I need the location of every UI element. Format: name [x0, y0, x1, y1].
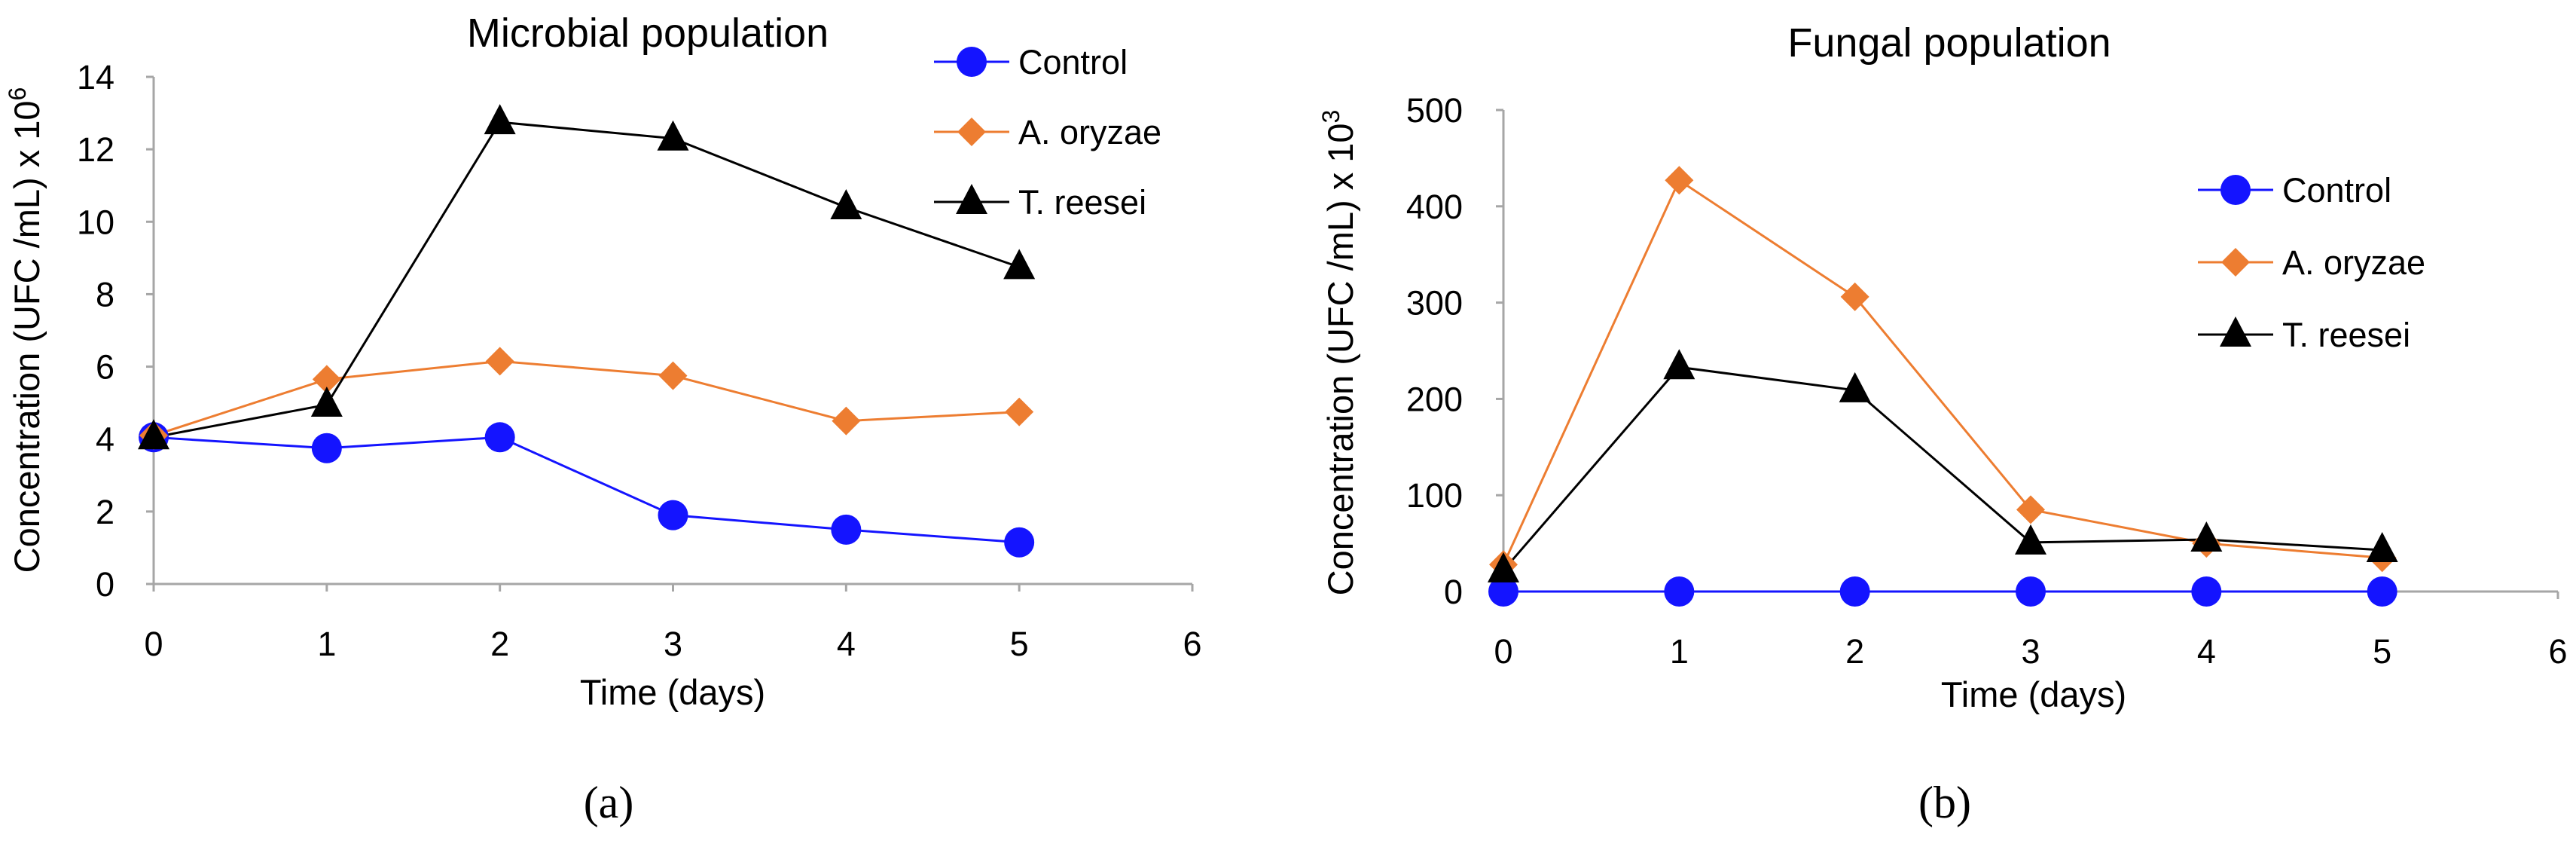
data-point-control: [484, 422, 515, 453]
legend-item-a-oryzae: A. oryzae: [934, 113, 1161, 151]
legend-label: Control: [1018, 43, 1128, 81]
panel-label-a: (a): [584, 778, 634, 827]
data-point-t-reesei: [830, 189, 862, 220]
legend-item-control: Control: [2198, 171, 2391, 209]
y-tick-label: 0: [1444, 573, 1463, 611]
chart-title: Fungal population: [1787, 20, 2111, 66]
y-axis-label: Concentration (UFC /mL) x 103: [1317, 110, 1360, 596]
data-point-a-oryzae: [2016, 495, 2045, 524]
y-tick-label: 10: [77, 203, 114, 241]
legend-item-a-oryzae: A. oryzae: [2198, 243, 2425, 282]
data-point-a-oryzae: [658, 361, 688, 390]
legend-item-t-reesei: T. reesei: [2198, 316, 2410, 354]
panel-label-b: (b): [1918, 778, 1971, 827]
data-point-control: [1664, 576, 1695, 607]
data-point-t-reesei: [2190, 521, 2223, 552]
data-point-a-oryzae: [1840, 282, 1869, 311]
legend-marker-a-oryzae: [2221, 248, 2250, 277]
legend-label: Control: [2282, 171, 2391, 209]
series-line-control: [153, 436, 1020, 544]
series-line-t-reesei: [153, 121, 1020, 439]
data-point-t-reesei: [1663, 349, 1695, 380]
data-point-t-reesei: [657, 120, 689, 151]
y-tick-label: 2: [96, 493, 114, 531]
data-point-t-reesei: [138, 419, 169, 450]
y-tick-label: 14: [77, 58, 114, 96]
data-point-control: [831, 514, 862, 545]
y-tick-label: 12: [77, 130, 114, 169]
data-point-a-oryzae: [1005, 397, 1034, 426]
data-point-t-reesei: [1839, 371, 1871, 402]
data-point-control: [658, 500, 688, 530]
data-point-control: [1839, 576, 1870, 607]
data-point-a-oryzae: [832, 406, 861, 436]
x-axis-label: Time (days): [580, 672, 765, 712]
data-point-control: [2191, 576, 2222, 607]
data-point-a-oryzae: [312, 365, 341, 394]
legend-item-control: Control: [934, 43, 1128, 81]
x-tick-label: 2: [490, 625, 509, 663]
x-tick-label: 2: [1845, 632, 1864, 671]
series-line-t-reesei: [1502, 365, 2382, 571]
x-tick-label: 0: [144, 625, 163, 663]
data-point-t-reesei: [1003, 249, 1036, 280]
y-tick-label: 400: [1406, 188, 1463, 226]
y-axis-label: Concentration (UFC /mL) x 106: [4, 87, 47, 573]
legend-marker-control: [2220, 175, 2251, 205]
data-point-t-reesei: [310, 387, 343, 417]
data-point-control: [1004, 527, 1035, 558]
data-point-t-reesei: [1488, 552, 1519, 582]
legend: Control A. oryzae T. reesei: [2198, 171, 2425, 354]
x-tick-label: 3: [2021, 632, 2040, 671]
x-tick-label: 1: [317, 625, 336, 663]
legend-marker-a-oryzae: [957, 118, 986, 146]
x-tick-label: 4: [2197, 632, 2216, 671]
legend-marker-t-reesei: [956, 184, 987, 214]
legend: Control A. oryzae T. reesei: [934, 43, 1161, 222]
legend-item-t-reesei: T. reesei: [934, 183, 1146, 222]
y-tick-label: 4: [96, 420, 114, 459]
data-point-t-reesei: [2015, 524, 2046, 555]
y-tick-label: 300: [1406, 284, 1463, 323]
chart-title: Microbial population: [467, 11, 829, 56]
legend-label: A. oryzae: [2282, 243, 2425, 282]
legend-marker-t-reesei: [2220, 316, 2251, 347]
data-point-control: [311, 433, 342, 463]
data-point-control: [2367, 576, 2397, 607]
y-tick-label: 8: [96, 275, 114, 313]
data-point-t-reesei: [484, 104, 516, 135]
x-axis-label: Time (days): [1941, 674, 2126, 714]
y-tick-label: 6: [96, 348, 114, 387]
x-tick-label: 5: [2373, 632, 2391, 671]
legend-marker-control: [957, 47, 987, 77]
data-point-a-oryzae: [1665, 166, 1694, 195]
x-tick-label: 1: [1670, 632, 1689, 671]
legend-label: T. reesei: [1018, 183, 1146, 222]
y-tick-label: 100: [1406, 476, 1463, 515]
data-point-control: [1488, 576, 1518, 607]
chart-fungal-population: 0 100 200 300 400 500 0 1 2 3 4 5 6 Fungal population…: [1317, 20, 2568, 714]
legend-label: A. oryzae: [1018, 113, 1161, 151]
x-tick-label: 0: [1494, 632, 1512, 671]
x-tick-label: 5: [1010, 625, 1029, 663]
y-tick-label: 500: [1406, 91, 1463, 130]
series-line-a-oryzae: [153, 359, 1020, 437]
data-point-a-oryzae: [485, 347, 514, 376]
data-point-t-reesei: [2366, 532, 2398, 563]
data-point-control: [2016, 576, 2046, 607]
y-tick-label: 200: [1406, 380, 1463, 418]
x-tick-label: 3: [664, 625, 682, 663]
x-tick-label: 6: [1183, 625, 1201, 663]
series-line-a-oryzae: [1502, 179, 2382, 565]
x-tick-label: 6: [2548, 632, 2567, 671]
x-tick-label: 4: [837, 625, 856, 663]
legend-label: T. reesei: [2282, 316, 2410, 354]
y-tick-label: 0: [96, 565, 114, 604]
